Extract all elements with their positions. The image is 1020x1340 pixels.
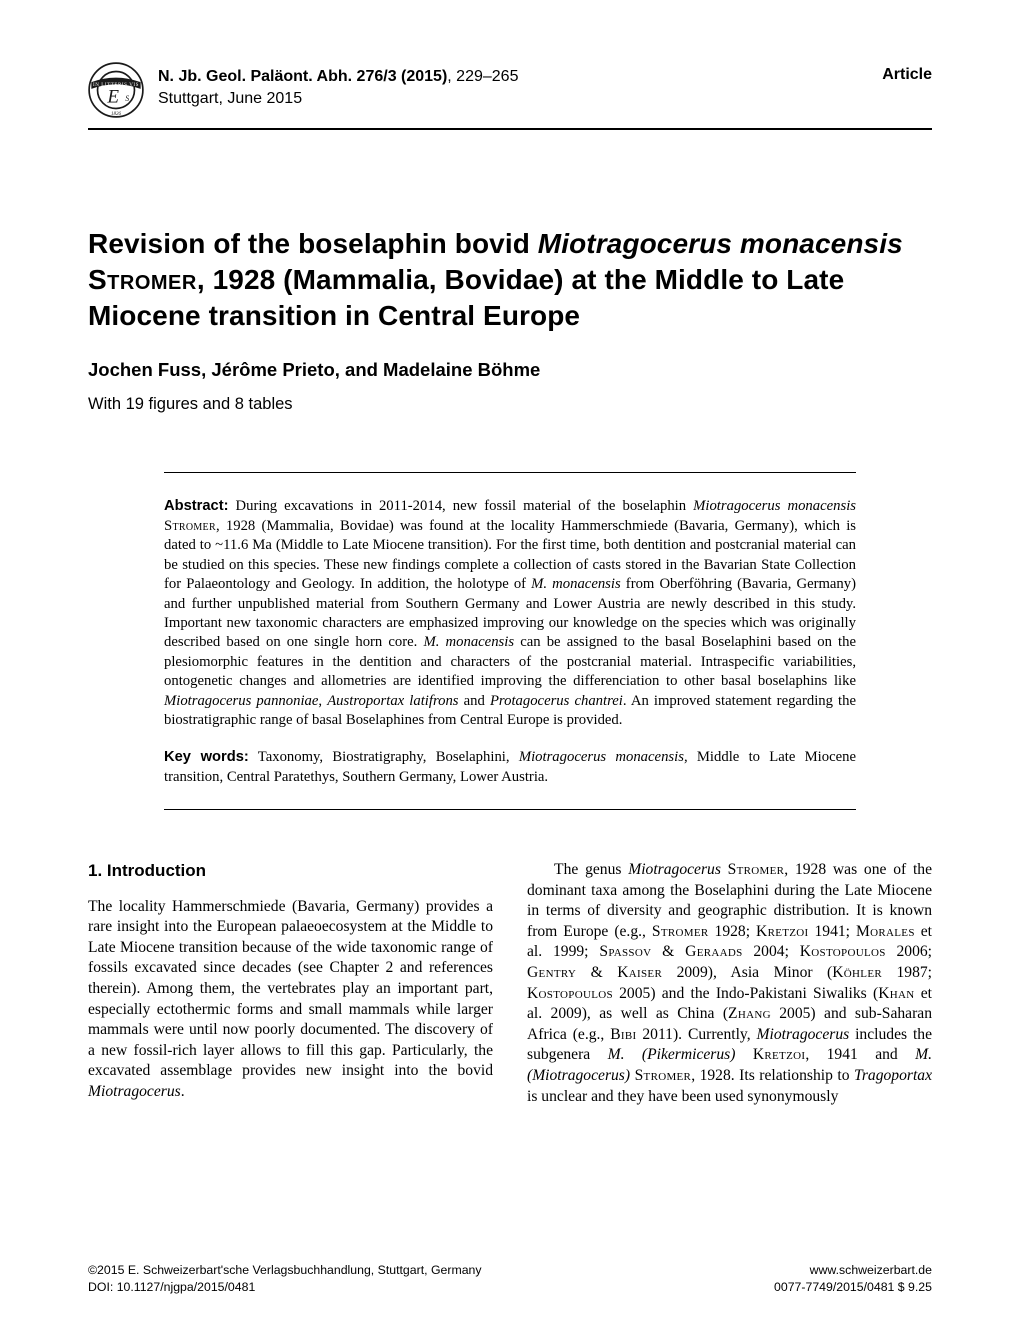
journal-meta: N. Jb. Geol. Paläont. Abh. 276/3 (2015),… [158,62,868,108]
article-type-badge: Article [882,62,932,84]
footer-doi: DOI: 10.1127/njgpa/2015/0481 [88,1279,482,1296]
footer-left: ©2015 E. Schweizerbart'sche Verlagsbuchh… [88,1262,482,1296]
column-right: The genus Miotragocerus Stromer, 1928 wa… [527,860,932,1107]
journal-name: N. Jb. Geol. Paläont. Abh. [158,68,352,85]
journal-reference-line: N. Jb. Geol. Paläont. Abh. 276/3 (2015),… [158,66,868,88]
title-authority-smallcaps: Stromer [88,264,197,295]
figures-tables-note: With 19 figures and 8 tables [88,395,932,414]
journal-volume-issue-year: 276/3 (2015) [357,68,448,85]
journal-header: IN LITTERIS VIS E S 1826 N. Jb. Geol. Pa… [88,62,932,118]
journal-imprint-line: Stuttgart, June 2015 [158,90,868,108]
footer-url: www.schweizerbart.de [774,1262,932,1279]
footer-issn-price: 0077-7749/2015/0481 $ 9.25 [774,1279,932,1296]
column-left: 1. Introduction The locality Hammerschmi… [88,860,493,1107]
keywords-body-text: Taxonomy, Biostratigraphy, Boselaphini, … [164,749,856,784]
footer-right: www.schweizerbart.de 0077-7749/2015/0481… [774,1262,932,1296]
svg-text:S: S [125,94,129,103]
abstract-block: Abstract: During excavations in 2011-201… [164,472,856,810]
abstract-body-text: During excavations in 2011-2014, new fos… [164,498,856,727]
keywords-label: Key words: [164,749,249,765]
title-pre: Revision of the boselaphin bovid [88,228,538,259]
publisher-logo: IN LITTERIS VIS E S 1826 [88,62,144,118]
abstract-rule-bottom [164,809,856,810]
keywords-text: Key words: Taxonomy, Biostratigraphy, Bo… [164,748,856,787]
abstract-label: Abstract: [164,498,228,514]
title-post: , 1928 (Mammalia, Bovidae) at the Middle… [88,264,844,331]
authors-line: Jochen Fuss, Jérôme Prieto, and Madelain… [88,359,932,381]
journal-page-range: , 229–265 [447,68,518,85]
footer-copyright: ©2015 E. Schweizerbart'sche Verlagsbuchh… [88,1262,482,1279]
svg-text:1826: 1826 [111,111,122,117]
section-heading-introduction: 1. Introduction [88,860,493,882]
svg-text:E: E [106,86,119,107]
article-title: Revision of the boselaphin bovid Miotrag… [88,226,932,333]
intro-paragraph-right: The genus Miotragocerus Stromer, 1928 wa… [527,860,932,1107]
header-rule [88,128,932,130]
body-columns: 1. Introduction The locality Hammerschmi… [88,860,932,1107]
page-footer: ©2015 E. Schweizerbart'sche Verlagsbuchh… [88,1262,932,1296]
intro-paragraph-left: The locality Hammerschmiede (Bavaria, Ge… [88,897,493,1103]
abstract-rule-top [164,472,856,473]
abstract-text: Abstract: During excavations in 2011-201… [164,497,856,730]
title-binomial: Miotragocerus monacensis [538,228,903,259]
